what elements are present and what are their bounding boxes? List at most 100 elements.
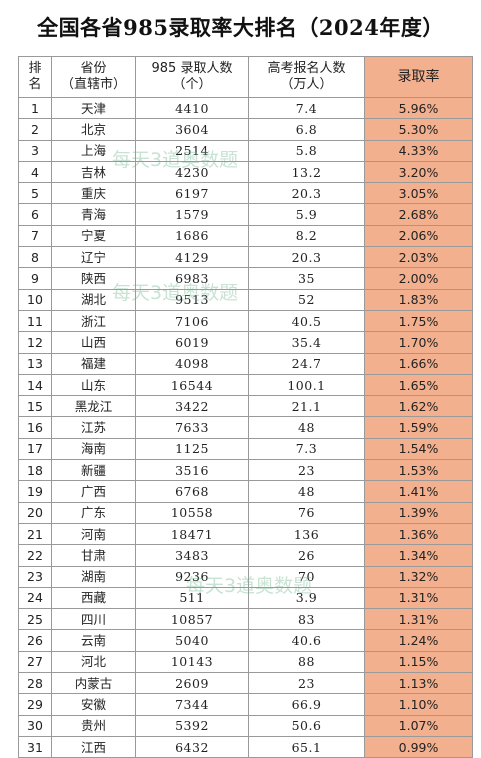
table-row: 3 上海 2514 5.8 4.33%: [18, 139, 473, 162]
cell-province: 湖北: [51, 288, 136, 311]
cell-examinees: 5.8: [248, 139, 365, 162]
table-row: 6 青海 1579 5.9 2.68%: [18, 203, 473, 226]
cell-admitted: 10143: [135, 650, 249, 674]
cell-province: 北京: [51, 118, 136, 141]
cell-rank: 20: [18, 501, 52, 524]
cell-rank: 24: [18, 586, 52, 610]
cell-examinees: 100.1: [248, 373, 365, 397]
cell-rate: 1.54%: [364, 437, 473, 461]
cell-province: 河北: [51, 650, 136, 674]
cell-admitted: 5040: [135, 629, 249, 652]
cell-admitted: 4410: [135, 96, 249, 120]
cell-examinees: 5.9: [248, 203, 365, 226]
cell-rank: 4: [18, 160, 52, 184]
cell-rank: 7: [18, 224, 52, 248]
cell-rank: 5: [18, 182, 52, 205]
cell-examinees: 40.6: [248, 629, 365, 652]
cell-province: 江西: [51, 735, 136, 758]
table-row: 27 河北 10143 88 1.15%: [18, 650, 473, 674]
cell-admitted: 4098: [135, 352, 249, 375]
cell-province: 云南: [51, 629, 136, 652]
cell-rate: 4.33%: [364, 139, 473, 162]
cell-admitted: 1686: [135, 224, 249, 248]
cell-examinees: 83: [248, 608, 365, 631]
table-row: 17 海南 1125 7.3 1.54%: [18, 437, 473, 461]
cell-admitted: 2609: [135, 672, 249, 695]
table-row: 26 云南 5040 40.6 1.24%: [18, 629, 473, 652]
cell-admitted: 18471: [135, 522, 249, 546]
cell-admitted: 4129: [135, 246, 249, 269]
cell-province: 海南: [51, 437, 136, 461]
table-row: 19 广西 6768 48 1.41%: [18, 480, 473, 503]
table-row: 23 湖南 9236 70 1.32%: [18, 565, 473, 588]
header-rate: 录取率: [364, 56, 473, 98]
cell-rank: 8: [18, 246, 52, 269]
cell-admitted: 9236: [135, 565, 249, 588]
cell-rank: 6: [18, 203, 52, 226]
table-row: 25 四川 10857 83 1.31%: [18, 608, 473, 631]
cell-admitted: 1125: [135, 437, 249, 461]
cell-rate: 1.31%: [364, 586, 473, 610]
cell-examinees: 65.1: [248, 735, 365, 758]
cell-examinees: 52: [248, 288, 365, 311]
cell-admitted: 10558: [135, 501, 249, 524]
header-admitted: 985 录取人数 （个）: [135, 56, 249, 98]
header-rank: 排名: [18, 56, 52, 98]
cell-rank: 18: [18, 459, 52, 482]
cell-rank: 31: [18, 735, 52, 758]
cell-province: 湖南: [51, 565, 136, 588]
cell-rank: 25: [18, 608, 52, 631]
cell-rank: 15: [18, 395, 52, 418]
cell-rank: 28: [18, 672, 52, 695]
cell-examinees: 20.3: [248, 182, 365, 205]
cell-rate: 1.83%: [364, 288, 473, 311]
cell-admitted: 6983: [135, 267, 249, 290]
table-row: 14 山东 16544 100.1 1.65%: [18, 373, 473, 397]
cell-province: 甘肃: [51, 544, 136, 567]
cell-rate: 2.00%: [364, 267, 473, 290]
cell-rate: 1.39%: [364, 501, 473, 524]
cell-rank: 23: [18, 565, 52, 588]
cell-examinees: 21.1: [248, 395, 365, 418]
table-row: 2 北京 3604 6.8 5.30%: [18, 118, 473, 141]
cell-admitted: 3483: [135, 544, 249, 567]
cell-admitted: 4230: [135, 160, 249, 184]
cell-admitted: 6432: [135, 735, 249, 758]
cell-admitted: 7633: [135, 416, 249, 439]
table-row: 13 福建 4098 24.7 1.66%: [18, 352, 473, 375]
table-row: 9 陕西 6983 35 2.00%: [18, 267, 473, 290]
cell-province: 四川: [51, 608, 136, 631]
page-title: 全国各省985录取率大排名（2024年度）: [37, 15, 444, 40]
cell-admitted: 6768: [135, 480, 249, 503]
header-examinees: 高考报名人数 （万人）: [248, 56, 365, 98]
table-row: 10 湖北 9513 52 1.83%: [18, 288, 473, 311]
cell-province: 广东: [51, 501, 136, 524]
cell-rank: 21: [18, 522, 52, 546]
cell-rank: 17: [18, 437, 52, 461]
cell-admitted: 2514: [135, 139, 249, 162]
cell-rate: 1.41%: [364, 480, 473, 503]
cell-province: 河南: [51, 522, 136, 546]
cell-province: 广西: [51, 480, 136, 503]
cell-province: 辽宁: [51, 246, 136, 269]
cell-rank: 2: [18, 118, 52, 141]
cell-province: 新疆: [51, 459, 136, 482]
table-row: 7 宁夏 1686 8.2 2.06%: [18, 224, 473, 248]
cell-rank: 3: [18, 139, 52, 162]
cell-province: 黑龙江: [51, 395, 136, 418]
table-row: 8 辽宁 4129 20.3 2.03%: [18, 246, 473, 269]
cell-rank: 16: [18, 416, 52, 439]
table-row: 29 安徽 7344 66.9 1.10%: [18, 693, 473, 716]
cell-rate: 1.31%: [364, 608, 473, 631]
cell-rank: 26: [18, 629, 52, 652]
cell-rate: 1.59%: [364, 416, 473, 439]
cell-rate: 1.36%: [364, 522, 473, 546]
cell-rate: 1.75%: [364, 309, 473, 333]
cell-admitted: 1579: [135, 203, 249, 226]
cell-examinees: 48: [248, 480, 365, 503]
table-row: 5 重庆 6197 20.3 3.05%: [18, 182, 473, 205]
cell-province: 西藏: [51, 586, 136, 610]
cell-rate: 2.06%: [364, 224, 473, 248]
cell-examinees: 76: [248, 501, 365, 524]
